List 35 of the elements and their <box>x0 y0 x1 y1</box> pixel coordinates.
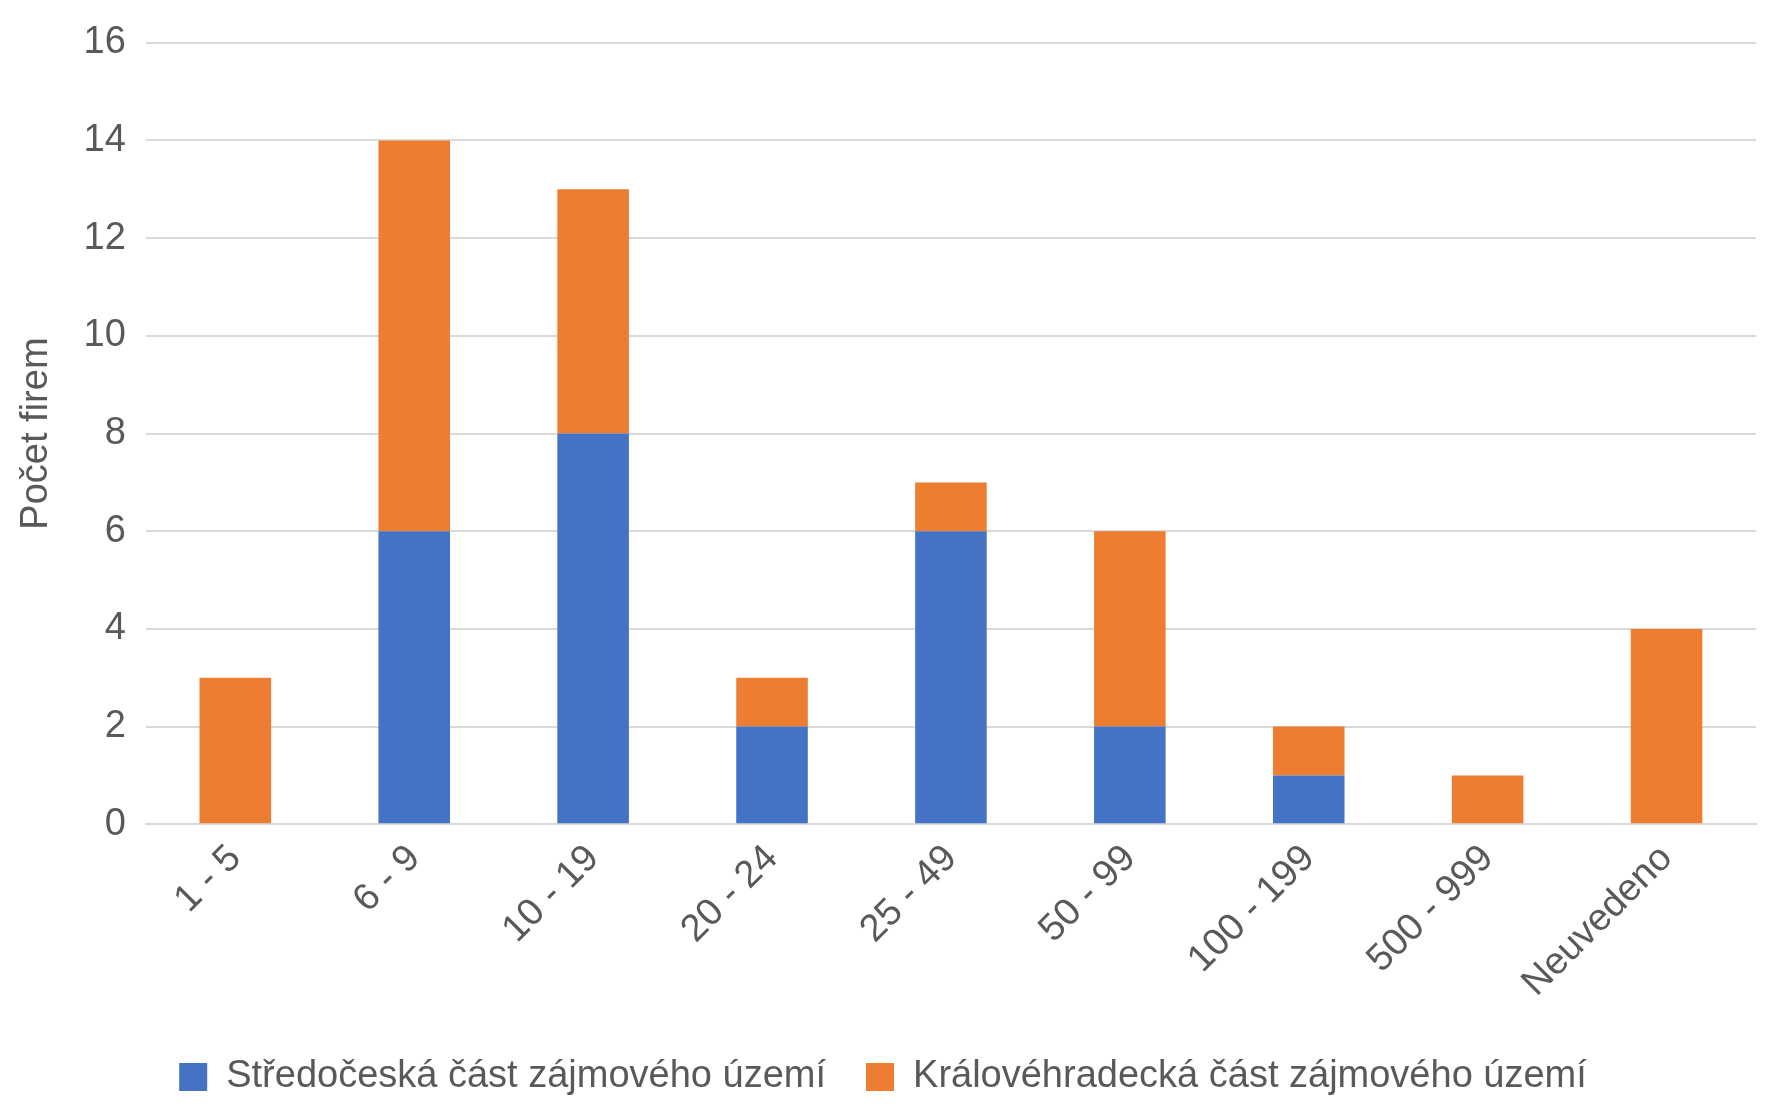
bar <box>378 140 450 532</box>
y-tick-label: 6 <box>104 507 126 550</box>
bar <box>557 433 629 824</box>
bar <box>736 677 808 727</box>
bar <box>915 531 987 824</box>
bar <box>736 726 808 824</box>
bar <box>1272 775 1345 824</box>
y-tick-label: 14 <box>83 116 126 159</box>
y-tick-label: 8 <box>104 410 126 453</box>
y-tick-label: 10 <box>83 312 126 355</box>
x-tick-label: 500 - 999 <box>1357 835 1501 980</box>
bar <box>199 677 272 824</box>
y-tick-label: 2 <box>104 703 126 746</box>
bar <box>1094 726 1166 824</box>
x-tick-label: 10 - 19 <box>492 835 607 950</box>
legend-label: Královéhradecká část zájmového území <box>913 1053 1588 1096</box>
bar <box>915 482 987 532</box>
bar <box>1630 628 1703 824</box>
x-tick-label: 25 - 49 <box>850 835 964 950</box>
y-tick-label: 12 <box>83 214 126 257</box>
bar <box>1094 531 1166 727</box>
legend-label: Středočeská část zájmového území <box>226 1053 827 1096</box>
x-tick-label: 100 - 199 <box>1178 835 1322 980</box>
y-tick-label: 16 <box>83 19 126 62</box>
x-tick-label: 1 - 5 <box>164 835 249 920</box>
bar <box>557 189 629 434</box>
x-tick-label: 20 - 24 <box>671 835 786 950</box>
y-tick-label: 0 <box>104 800 126 843</box>
x-tick-label: 50 - 99 <box>1029 835 1143 950</box>
y-axis-title: Počet firem <box>13 337 56 530</box>
bar <box>1272 726 1345 776</box>
y-tick-label: 4 <box>104 605 126 648</box>
bar <box>378 531 450 824</box>
bar <box>1451 775 1524 824</box>
x-tick-label: 6 - 9 <box>343 835 428 920</box>
